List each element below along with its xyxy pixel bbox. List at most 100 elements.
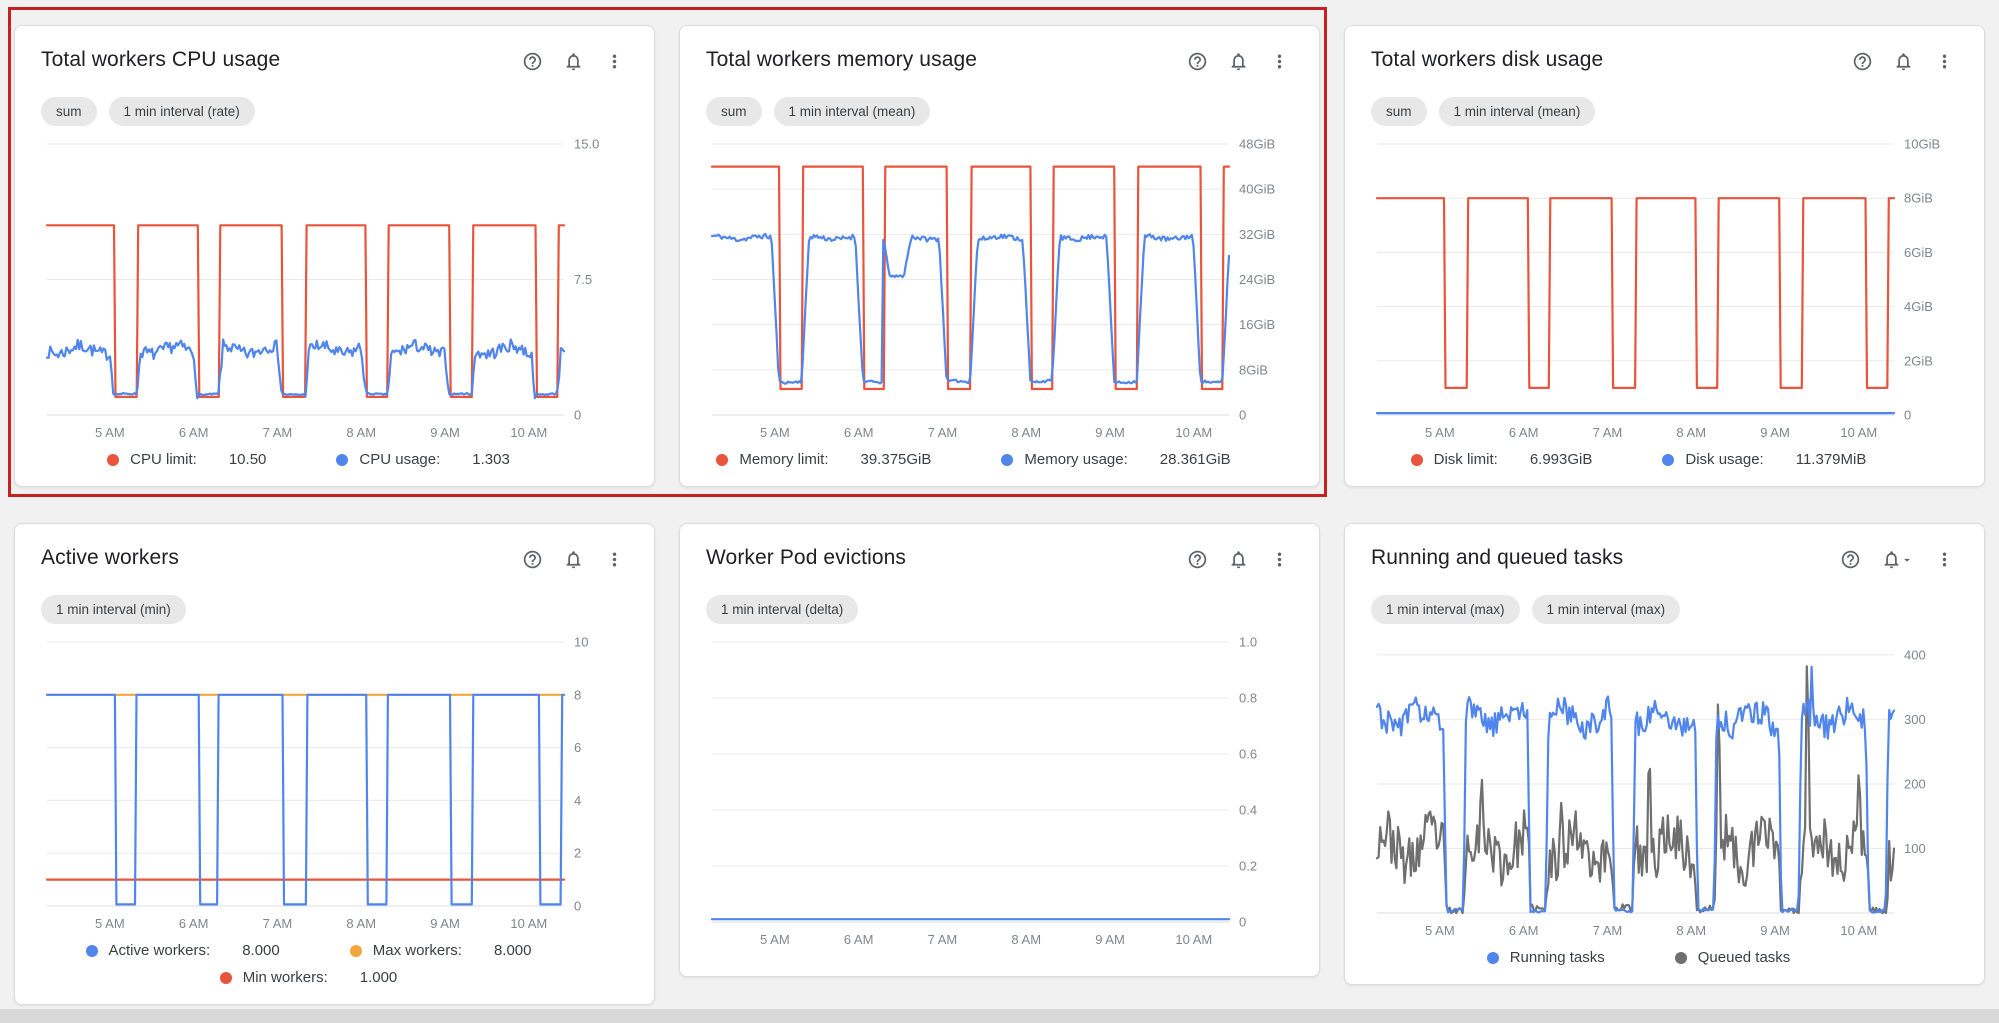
help-icon <box>1841 550 1860 569</box>
legend-label: Max workers: <box>372 942 462 959</box>
interval-chip: 1 min interval (mean) <box>773 97 931 126</box>
alerting-bell-button[interactable] <box>1890 48 1917 75</box>
chart-plot[interactable]: 100 200 300 400 5 AM 6 AM 7 AM 8 AM 9 AM 10 AM <box>1371 630 1958 943</box>
legend-swatch <box>716 453 729 466</box>
legend-value: 10.50 <box>228 451 267 468</box>
card-header: Active workers <box>41 546 628 573</box>
more-options-button[interactable] <box>1266 546 1293 573</box>
y-tick-label: 0.2 <box>1239 859 1257 874</box>
x-tick-label: 7 AM <box>928 932 958 947</box>
notifications-bell-icon <box>1231 53 1246 71</box>
legend-item: Disk usage: 11.379MiB <box>1662 451 1866 468</box>
more-options-button[interactable] <box>1931 48 1958 75</box>
alerting-bell-button[interactable] <box>560 546 587 573</box>
y-tick-label: 0 <box>1239 408 1246 423</box>
more-options-button[interactable] <box>601 546 628 573</box>
help-button[interactable] <box>1849 48 1876 75</box>
notifications-bell-icon <box>566 53 581 71</box>
page-bottom-strip <box>0 1009 1999 1023</box>
more-options-button[interactable] <box>1931 546 1958 573</box>
chart-plot[interactable]: 0 2GiB 4GiB 6GiB 8GiB 10GiB 5 AM 6 AM 7 AM 8 AM 9 … <box>1371 132 1958 445</box>
chart-card-total-workers-cpu-usage: Total workers CPU usage sum 1 min interva… <box>14 25 655 487</box>
card-actions <box>1837 546 1958 573</box>
legend-swatch <box>1001 453 1014 466</box>
x-tick-label: 10 AM <box>510 425 547 440</box>
chart-plot[interactable]: 0 7.5 15.0 5 AM 6 AM 7 AM 8 AM 9 AM 10 AM <box>41 132 628 445</box>
help-button[interactable] <box>1184 546 1211 573</box>
alerting-bell-button[interactable] <box>1225 546 1252 573</box>
x-tick-label: 5 AM <box>1425 425 1455 440</box>
legend-value: 11.379MiB <box>1795 451 1867 468</box>
legend-value: 28.361GiB <box>1159 451 1231 468</box>
x-tick-label: 8 AM <box>1011 425 1041 440</box>
y-tick-label: 7.5 <box>574 272 592 287</box>
x-tick-label: 9 AM <box>430 916 460 931</box>
help-icon <box>1853 52 1872 71</box>
chart-card-total-workers-disk-usage: Total workers disk usage sum 1 min interv… <box>1344 25 1985 487</box>
x-tick-label: 9 AM <box>1760 923 1790 938</box>
x-tick-label: 6 AM <box>1509 923 1539 938</box>
interval-chip: sum <box>1371 97 1427 126</box>
x-tick-label: 6 AM <box>844 932 874 947</box>
x-tick-label: 6 AM <box>844 425 874 440</box>
x-tick-label: 10 AM <box>1840 425 1877 440</box>
notifications-bell-icon <box>1884 551 1899 569</box>
chart-plot[interactable]: 0 8GiB 16GiB 24GiB 32GiB 40GiB 48GiB 5 AM 6 AM 7 … <box>706 132 1293 445</box>
interval-chip: 1 min interval (max) <box>1531 595 1681 624</box>
more-options-button[interactable] <box>601 48 628 75</box>
y-tick-label: 24GiB <box>1239 272 1275 287</box>
y-tick-label: 4 <box>574 793 581 808</box>
legend: CPU limit: 10.50 CPU usage: 1.303 <box>41 451 628 468</box>
x-tick-label: 9 AM <box>430 425 460 440</box>
more-vert-icon <box>1942 552 1947 567</box>
x-tick-label: 8 AM <box>1676 923 1706 938</box>
card-title: Total workers memory usage <box>706 48 978 71</box>
card-title: Running and queued tasks <box>1371 546 1624 569</box>
x-tick-label: 7 AM <box>1593 923 1623 938</box>
more-vert-icon <box>612 552 617 567</box>
legend-item: Disk limit: 6.993GiB <box>1410 451 1592 468</box>
y-tick-label: 8 <box>574 687 581 702</box>
plot-area: 0 8GiB 16GiB 24GiB 32GiB 40GiB 48GiB 5 AM 6 AM 7 … <box>706 132 1293 445</box>
alerting-bell-button[interactable] <box>1225 48 1252 75</box>
chip-row: sum 1 min interval (rate) <box>41 97 628 126</box>
series-line-running-tasks <box>1375 665 1896 914</box>
plot-area: 0 2GiB 4GiB 6GiB 8GiB 10GiB 5 AM 6 AM 7 AM 8 AM 9 … <box>1371 132 1958 445</box>
help-button[interactable] <box>519 546 546 573</box>
legend-label: Memory usage: <box>1024 451 1128 468</box>
alerting-bell-button[interactable] <box>560 48 587 75</box>
series-line-memory-usage <box>710 232 1231 385</box>
legend-row: Min workers: 1.000 <box>41 969 576 986</box>
alerting-bell-button[interactable] <box>1878 546 1917 573</box>
legend-row: CPU limit: 10.50 CPU usage: 1.303 <box>41 451 576 468</box>
x-tick-label: 8 AM <box>1676 425 1706 440</box>
card-title: Total workers CPU usage <box>41 48 281 71</box>
legend-item: Memory limit: 39.375GiB <box>716 451 931 468</box>
interval-chip: sum <box>706 97 762 126</box>
card-actions <box>1184 48 1293 75</box>
legend-row: Active workers: 8.000 Max workers: 8.000 <box>41 942 576 959</box>
notifications-bell-icon <box>1231 551 1246 569</box>
card-actions <box>1184 546 1293 573</box>
legend-swatch <box>349 944 362 957</box>
help-button[interactable] <box>519 48 546 75</box>
chart-plot[interactable]: 0 2 4 6 8 10 5 AM 6 AM 7 AM 8 AM 9 AM 10 AM <box>41 630 628 936</box>
x-tick-label: 6 AM <box>179 425 209 440</box>
help-button[interactable] <box>1184 48 1211 75</box>
help-icon <box>523 550 542 569</box>
x-tick-label: 9 AM <box>1760 425 1790 440</box>
legend-label: Active workers: <box>108 942 211 959</box>
x-tick-label: 8 AM <box>346 425 376 440</box>
more-options-button[interactable] <box>1266 48 1293 75</box>
chart-plot[interactable]: 0 0.2 0.4 0.6 0.8 1.0 5 AM 6 AM 7 AM 8 AM 9 AM 10 A… <box>706 630 1293 952</box>
y-tick-label: 0 <box>1239 915 1246 930</box>
x-tick-label: 7 AM <box>263 916 293 931</box>
interval-chip: 1 min interval (min) <box>41 595 186 624</box>
chart-card-active-workers: Active workers 1 min interval (min) 0 2 4 6… <box>14 523 655 1005</box>
legend-label: CPU limit: <box>130 451 197 468</box>
legend: Disk limit: 6.993GiB Disk usage: 11.379MiB <box>1371 451 1958 468</box>
more-vert-icon <box>1277 552 1282 567</box>
help-button[interactable] <box>1837 546 1864 573</box>
legend-row: Memory limit: 39.375GiB Memory usage: 28.36… <box>706 451 1241 468</box>
legend-label: Running tasks <box>1509 949 1605 966</box>
